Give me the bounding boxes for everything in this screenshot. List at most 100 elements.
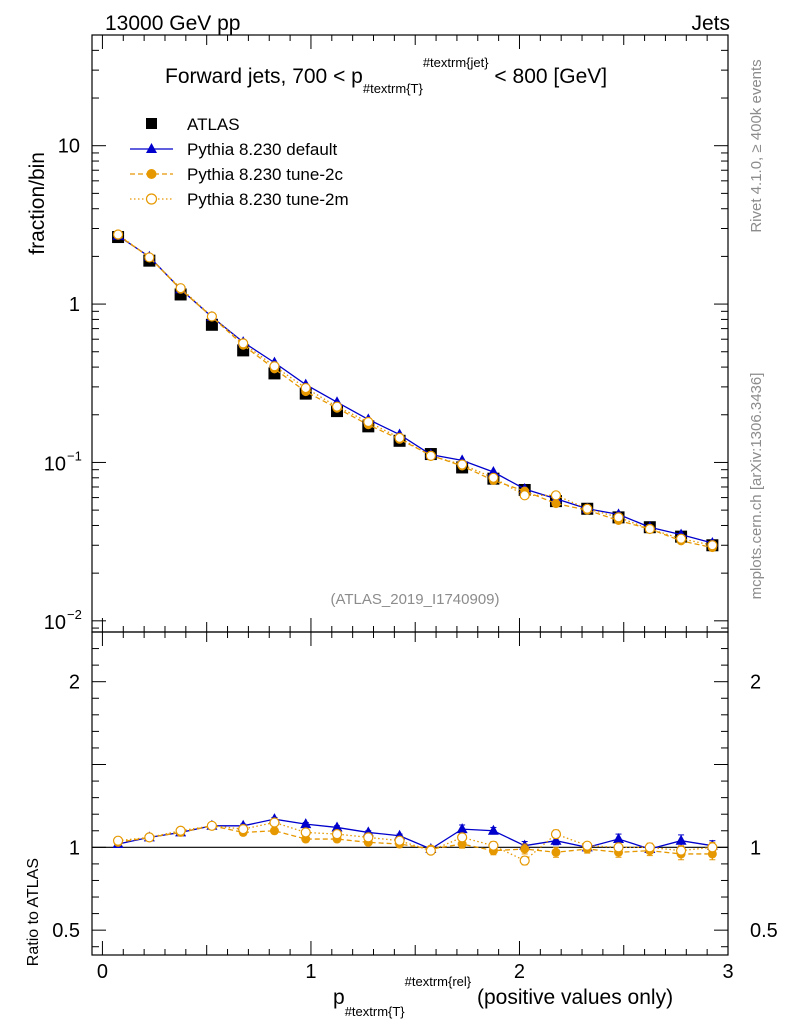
title-sub: #textrm{T} [363,81,424,96]
tune2m-ratio-point [363,832,374,843]
y-tick-label: 10 [58,136,80,158]
ratio-line-3 [117,821,713,862]
y-tick-label: 1 [69,294,80,316]
tune2c-point [551,499,561,509]
legend-marker-atlas [146,118,157,129]
mcplots-label: mcplots.cern.ch [arXiv:1306.3436] [748,373,765,600]
legend-label-tune2m: Pythia 8.230 tune-2m [187,190,349,209]
tune2m-point [488,472,499,483]
tune2m-point [144,252,155,263]
rivet-version-label: Rivet 4.1.0, ≥ 400k events [748,59,765,232]
tune2m-point [300,382,311,394]
x-label-sub: #textrm{T} [345,1004,406,1019]
ratio-tick-label-left: 0.5 [52,920,80,942]
chart-title: Forward jets, 700 < p#textrm{T} #textrm{j… [165,55,607,96]
tune2m-point [457,459,468,470]
ratio-tick-label-right: 0.5 [750,920,778,942]
tune2m-point [206,311,218,322]
y-tick-label-exponent: −1 [67,448,82,463]
x-label-post: (positive values only) [471,986,673,1009]
tune2m-ratio-point [300,827,311,838]
legend: ATLAS Pythia 8.230 default Pythia 8.230 … [130,115,349,209]
default-ratio-point [550,834,562,845]
title-sup: #textrm{jet} [423,55,489,70]
tune2m-ratio-point [488,840,499,851]
x-tick-label: 2 [514,961,525,983]
analysis-tag: (ATLAS_2019_I1740909) [330,591,499,608]
tune2m-point [550,490,562,501]
tune2m-point [425,450,436,461]
tune2m-ratio-point [206,820,218,831]
tune2c-ratio-point [520,844,530,854]
header-energy: 13000 GeV pp [105,12,240,35]
ratio-tick-label-right: 1 [750,837,761,859]
tune2m-ratio-point [550,828,562,840]
ratio-y-axis-label: Ratio to ATLAS [25,858,42,966]
tune2m-ratio-point [613,842,624,853]
tune2m-ratio-point [675,845,687,856]
tune2m-ratio-point [112,835,124,846]
tune2m-ratio-point [175,825,186,836]
tune2m-point [363,416,374,428]
legend-label-tune2c: Pythia 8.230 tune-2c [187,165,343,184]
title-post: < 800 [GeV] [489,65,608,88]
tune2m-ratio-point [644,842,655,853]
tune2m-ratio-point [238,824,249,835]
tune2m-ratio-point [394,835,405,846]
y-tick-label-exponent: −2 [67,607,82,622]
tune2m-point [394,432,405,443]
tune2m-point [582,503,593,514]
series-line-2 [117,234,713,549]
legend-label-default: Pythia 8.230 default [187,140,338,159]
series-line-1 [117,235,713,544]
tune2m-ratio-point [144,832,155,843]
tune2m-ratio-point [519,855,530,866]
tune2m-ratio-point [425,845,436,856]
tune2c-ratio-point [551,847,561,857]
tune2m-point [331,401,343,412]
ratio-tick-label-left: 1 [69,837,80,859]
legend-marker-tune2c [146,169,157,179]
default-ratio-point [487,824,499,835]
y-axis-label: fraction/bin [26,152,49,255]
title-pre: Forward jets, 700 < p [165,65,363,88]
ratio-tick-label-left: 2 [69,672,80,694]
ratio-line-1 [117,818,713,850]
tune2m-ratio-point [457,832,468,843]
tune2m-point [644,523,655,535]
x-axis-label: p#textrm{T} #textrm{rel} (positive values… [333,974,673,1019]
tune2m-point [238,338,249,349]
atlas-data-point [205,318,218,331]
x-tick-label: 1 [305,961,316,983]
tune2m-point [175,283,186,294]
y-tick-label: 10 [44,612,66,634]
default-ratio-point [456,823,468,834]
tune2m-point [613,512,624,523]
legend-label-atlas: ATLAS [187,115,240,134]
x-tick-label: 0 [97,961,108,983]
tune2m-point [519,490,530,501]
ratio-series [112,813,718,866]
tune2m-point [675,533,687,544]
default-ratio-point [613,833,625,844]
legend-marker-default [146,143,157,153]
header-category: Jets [691,12,730,35]
ratio-plot-frame [91,631,729,956]
tune2m-point [269,361,280,372]
series-line-3 [117,233,713,546]
y-tick-label: 10 [44,453,66,475]
default-ratio-point [300,818,312,829]
tune2m-ratio-point [582,840,593,851]
x-label-main: p [333,986,345,1009]
default-ratio-point [331,821,343,832]
ratio-tick-label-right: 2 [750,672,761,694]
tune2m-ratio-point [331,828,343,840]
legend-marker-tune2m [145,193,158,205]
main-series [112,229,719,553]
tune2m-ratio-point [707,842,718,853]
default-ratio-point [675,834,687,845]
tune2m-ratio-point [269,817,280,828]
x-label-sup: #textrm{rel} [405,974,472,989]
